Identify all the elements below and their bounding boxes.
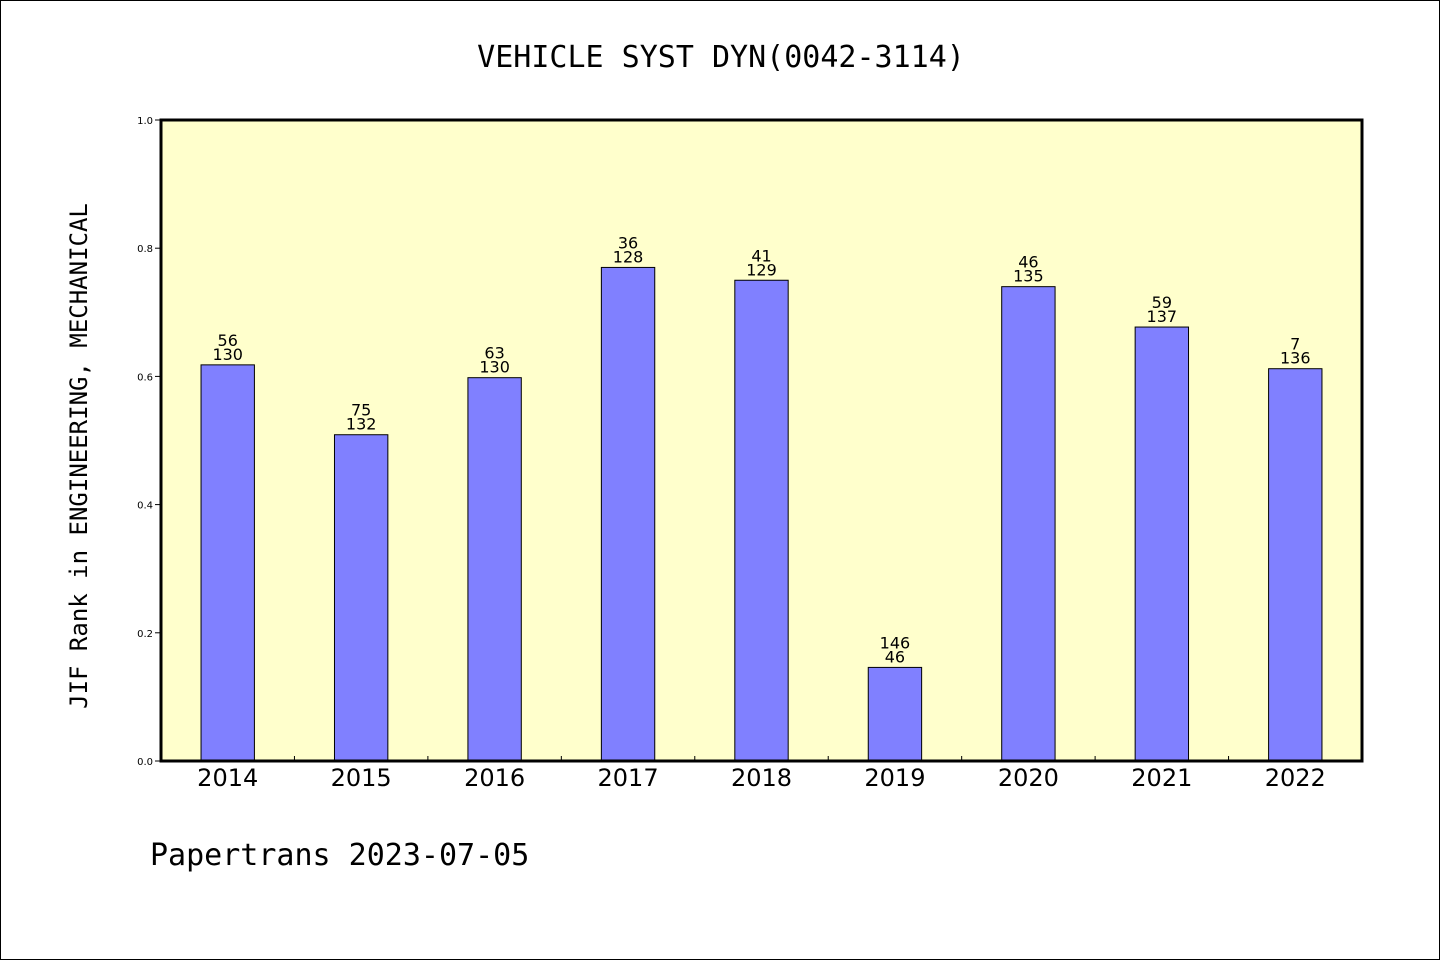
bar-rank-label-2014: 56 xyxy=(218,331,238,350)
x-tick-label-2020: 2020 xyxy=(998,764,1059,792)
bar-total-label-2021: 137 xyxy=(1147,307,1178,326)
y-tick-label: 0.2 xyxy=(137,629,153,640)
x-tick-label-2016: 2016 xyxy=(464,764,525,792)
y-tick-label: 0.4 xyxy=(137,501,153,512)
bar-2022 xyxy=(1268,368,1323,762)
bar-2017 xyxy=(600,266,656,762)
bar-total-label-2016: 130 xyxy=(479,358,510,377)
bar-2020 xyxy=(1001,286,1056,762)
chart-title: VEHICLE SYST DYN(0042-3114) xyxy=(477,40,965,75)
bar-2014 xyxy=(200,364,255,762)
bar-total-label-2019: 46 xyxy=(885,647,905,666)
x-tick-label-2022: 2022 xyxy=(1265,764,1326,792)
bar-rank-label-2022: 7 xyxy=(1290,335,1300,354)
y-axis-label: JIF Rank in ENGINEERING, MECHANICAL xyxy=(65,203,93,709)
x-tick-label-2015: 2015 xyxy=(331,764,392,792)
bar-total-label-2022: 136 xyxy=(1280,349,1311,368)
bar-2016 xyxy=(467,377,522,762)
plot-frame xyxy=(159,118,1364,763)
bar-total-label-2015: 132 xyxy=(346,415,377,434)
x-tick-label-2017: 2017 xyxy=(598,764,659,792)
bar-2018 xyxy=(734,279,789,762)
bar-total-label-2018: 129 xyxy=(746,260,777,279)
y-tick-label: 1.0 xyxy=(137,116,153,127)
bar-rank-label-2021: 59 xyxy=(1152,293,1172,312)
bars-group xyxy=(200,266,1323,762)
y-tick-label: 0.8 xyxy=(137,244,153,255)
y-ticks-group: 0.0 0.2 0.4 0.6 0.8 1.0 xyxy=(137,116,161,768)
bar-rank-label-2016: 63 xyxy=(484,344,504,363)
x-tick-label-2014: 2014 xyxy=(197,764,258,792)
x-tick-label-2018: 2018 xyxy=(731,764,792,792)
bar-2019 xyxy=(867,666,923,762)
y-tick-label: 0.0 xyxy=(137,757,153,768)
bar-rank-label-2020: 46 xyxy=(1018,253,1038,272)
x-ticks-group: 2014 2015 2016 2017 2018 2019 2020 2021 2022 xyxy=(197,756,1326,792)
bar-total-label-2020: 135 xyxy=(1013,267,1044,286)
bar-2021 xyxy=(1134,326,1190,762)
bar-total-label-2014: 130 xyxy=(212,345,243,364)
bar-rank-label-2019: 146 xyxy=(880,633,911,652)
bar-rank-label-2018: 41 xyxy=(751,246,771,265)
footer-text: Papertrans 2023-07-05 xyxy=(150,838,529,873)
bar-rank-label-2017: 36 xyxy=(618,233,638,252)
bar-total-label-2017: 128 xyxy=(613,247,644,266)
x-tick-label-2021: 2021 xyxy=(1131,764,1192,792)
bar-2015 xyxy=(333,434,389,762)
bar-rank-label-2015: 75 xyxy=(351,401,371,420)
y-tick-label: 0.6 xyxy=(137,372,153,383)
x-tick-label-2019: 2019 xyxy=(864,764,925,792)
